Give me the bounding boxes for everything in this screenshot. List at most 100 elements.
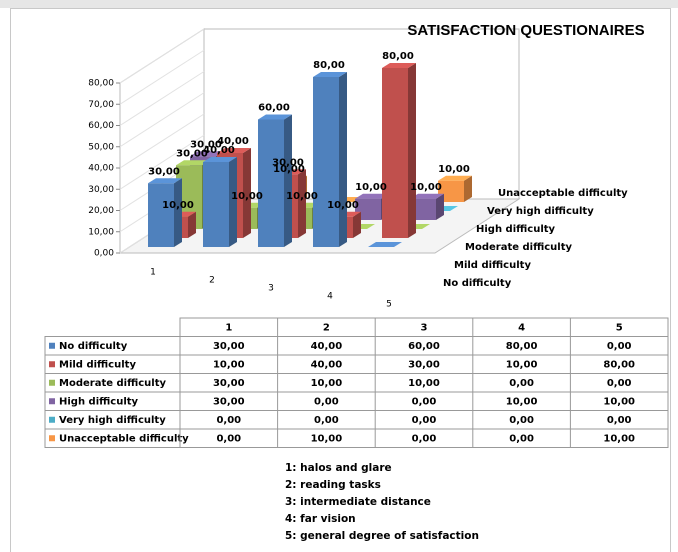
bar-side xyxy=(243,148,251,238)
bar-top xyxy=(313,72,347,77)
x-tick-label: 5 xyxy=(386,300,392,310)
y-tick-label: 40,00 xyxy=(88,164,114,174)
bar-top xyxy=(176,160,210,166)
bar xyxy=(203,157,237,247)
grid-line xyxy=(119,113,205,169)
table-row xyxy=(44,391,669,411)
depth-label: Very high difficulty xyxy=(487,206,594,217)
note: 5: general degree of satisfaction xyxy=(285,530,479,542)
bar-side xyxy=(229,157,237,247)
bar xyxy=(410,193,444,220)
x-tick-label: 2 xyxy=(209,276,215,286)
legend-swatch xyxy=(49,379,55,386)
data-label: 10,00 xyxy=(355,182,387,193)
bar-side xyxy=(298,169,306,238)
x-tick-label: 3 xyxy=(268,284,274,294)
bar xyxy=(258,114,292,247)
data-label: 30,00 xyxy=(190,139,222,150)
depth-label: Mild difficulty xyxy=(454,260,531,271)
chart-title: SATISFACTION QUESTIONAIRES xyxy=(407,22,644,39)
y-tick-label: 0,00 xyxy=(94,249,114,259)
note: 3: intermediate distance xyxy=(285,496,431,508)
data-label: 10,00 xyxy=(410,182,442,193)
bar-front xyxy=(438,180,464,202)
bar-side xyxy=(339,72,347,247)
data-label: 60,00 xyxy=(258,103,290,114)
notes: 1: halos and glare 2: reading tasks 3: int… xyxy=(285,462,479,542)
legend-label: High difficulty xyxy=(59,396,139,407)
y-tick-label: 10,00 xyxy=(88,227,114,237)
table-cell: 10,00 xyxy=(603,396,635,407)
table-cell: 0,00 xyxy=(607,341,632,352)
table-header: 1 xyxy=(225,322,232,333)
table-cell: 0,00 xyxy=(509,433,534,444)
data-label: 30,00 xyxy=(176,148,208,159)
legend-swatch xyxy=(49,361,55,368)
legend-label: Mild difficulty xyxy=(59,359,136,370)
bar xyxy=(382,63,416,238)
bar-side xyxy=(436,193,444,220)
bar-top xyxy=(148,178,182,184)
bar-top xyxy=(258,114,292,120)
legend-swatch xyxy=(49,416,55,423)
table-cell: 0,00 xyxy=(509,415,534,426)
table-header: 4 xyxy=(518,322,525,333)
bar-side xyxy=(464,175,472,202)
note: 4: far vision xyxy=(285,513,356,525)
note: 1: halos and glare xyxy=(285,462,392,474)
bar-top xyxy=(190,151,224,157)
table-row xyxy=(44,336,669,356)
bar-front xyxy=(410,198,436,220)
table-cell: 10,00 xyxy=(311,433,343,444)
table-cell: 30,00 xyxy=(213,396,245,407)
depth-label: Moderate difficulty xyxy=(465,242,572,253)
table-cell: 80,00 xyxy=(506,341,538,352)
bar xyxy=(368,242,402,247)
table-cell: 40,00 xyxy=(311,359,343,370)
bar-side xyxy=(408,63,416,238)
data-label: 30,00 xyxy=(148,166,180,177)
data-label: 10,00 xyxy=(231,191,263,202)
bar-side xyxy=(353,211,361,238)
table-cell: 0,00 xyxy=(412,396,437,407)
y-tick-label: 60,00 xyxy=(88,121,114,131)
table-cell: 0,00 xyxy=(607,415,632,426)
grid-line xyxy=(119,134,205,190)
depth-label: Unacceptable difficulty xyxy=(498,188,628,199)
back-wall xyxy=(203,28,520,200)
table-row xyxy=(44,354,669,374)
bar-front xyxy=(148,183,174,247)
bar-front xyxy=(258,119,284,247)
x-tick-label: 1 xyxy=(150,268,156,278)
table-cell: 10,00 xyxy=(506,396,538,407)
table-cell: 30,00 xyxy=(213,378,245,389)
table-cell: 30,00 xyxy=(213,341,245,352)
grid-line xyxy=(119,71,205,126)
table-header: 3 xyxy=(421,322,428,333)
data-table: 1 2 3 4 5 No difficulty 30,00 40,00 60,00 80,00 0,… xyxy=(44,317,669,448)
bar-top xyxy=(438,175,472,181)
table-cell: 10,00 xyxy=(311,378,343,389)
y-tick-label: 70,00 xyxy=(88,100,114,110)
depth-label: No difficulty xyxy=(443,278,512,289)
bar-side xyxy=(174,178,182,247)
bar-top xyxy=(355,193,389,199)
table-cell: 10,00 xyxy=(603,433,635,444)
data-label: 10,00 xyxy=(273,164,305,175)
table-cell: 0,00 xyxy=(607,378,632,389)
table-header: 5 xyxy=(616,322,623,333)
bar-front xyxy=(203,162,229,247)
data-label: 10,00 xyxy=(286,191,318,202)
table-cell: 0,00 xyxy=(509,378,534,389)
legend-swatch xyxy=(49,435,55,442)
bar-top xyxy=(410,193,444,199)
table-cell: 60,00 xyxy=(408,341,440,352)
table-cell: 30,00 xyxy=(408,359,440,370)
y-tick-label: 30,00 xyxy=(88,185,114,195)
top-strip xyxy=(0,0,678,8)
y-tick-label: 80,00 xyxy=(88,79,114,89)
data-label: 40,00 xyxy=(217,136,249,147)
bar-front xyxy=(382,68,408,238)
data-label: 80,00 xyxy=(313,60,345,71)
data-label: 80,00 xyxy=(382,51,414,62)
